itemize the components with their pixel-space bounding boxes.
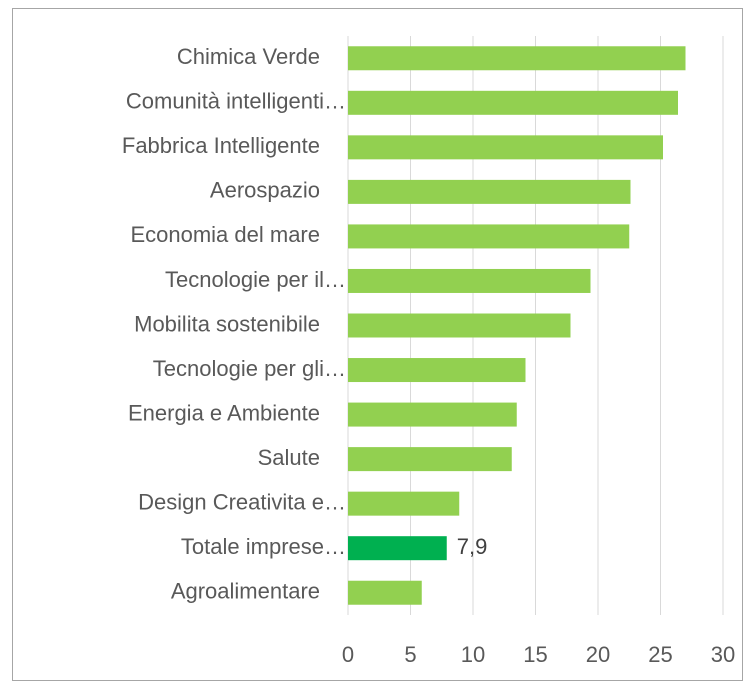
chart-frame (12, 8, 743, 681)
bar (348, 224, 630, 249)
bar (348, 580, 422, 605)
y-tick-label: Fabbrica Intelligente (122, 133, 320, 158)
x-tick-label: 20 (586, 642, 610, 667)
bar (348, 135, 663, 160)
bar (348, 90, 678, 115)
bar (348, 402, 517, 427)
bar (348, 358, 526, 383)
y-tick-label: Aerospazio (210, 178, 320, 203)
bar (348, 313, 571, 338)
y-tick-label: Tecnologie per il… (165, 267, 346, 292)
bar (348, 268, 591, 293)
bar (348, 46, 686, 71)
x-tick-label: 10 (461, 642, 485, 667)
y-tick-label: Economia del mare (130, 222, 320, 247)
y-tick-label: Salute (258, 445, 320, 470)
y-tick-label: Tecnologie per gli… (153, 356, 346, 381)
bar (348, 447, 512, 472)
bar (348, 491, 460, 516)
x-tick-label: 0 (342, 642, 354, 667)
y-tick-label: Mobilita sostenibile (134, 311, 320, 336)
y-tick-label: Comunità intelligenti… (126, 89, 346, 114)
data-label: 7,9 (457, 534, 488, 559)
y-tick-label: Design Creativita e… (138, 489, 346, 514)
x-tick-label: 5 (404, 642, 416, 667)
y-tick-label: Agroalimentare (171, 579, 320, 604)
x-tick-label: 30 (711, 642, 735, 667)
x-tick-label: 15 (523, 642, 547, 667)
y-tick-label: Chimica Verde (177, 44, 320, 69)
x-tick-label: 25 (648, 642, 672, 667)
bar (348, 536, 447, 561)
bar (348, 179, 631, 204)
y-tick-label: Totale imprese… (181, 534, 346, 559)
y-tick-label: Energia e Ambiente (128, 400, 320, 425)
